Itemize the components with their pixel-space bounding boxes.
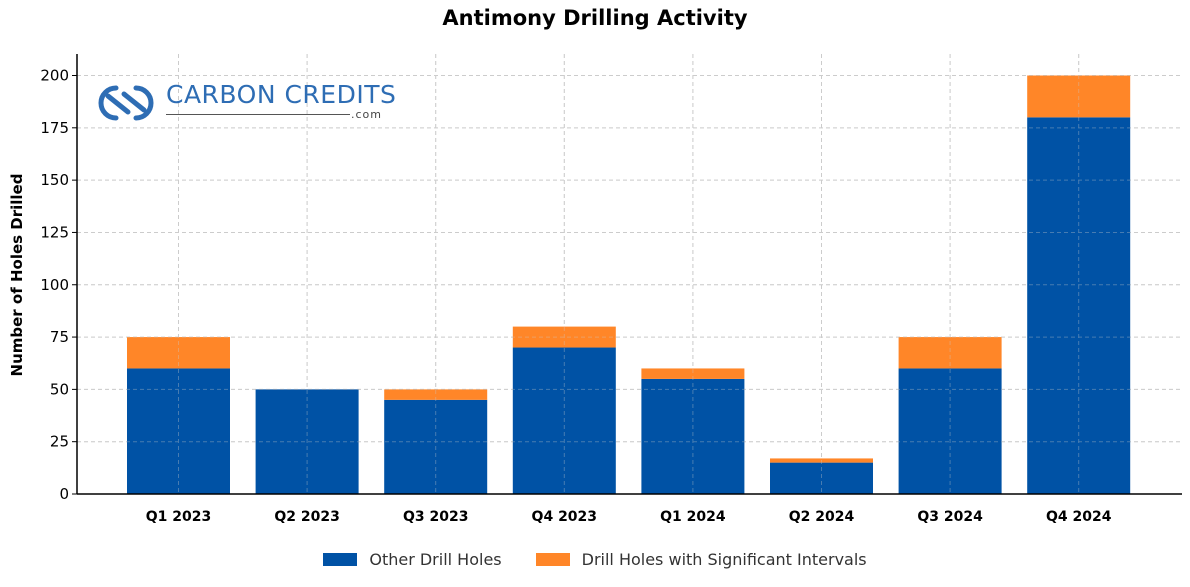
bar-other-drill-holes: [1027, 117, 1131, 494]
x-tick-label: Q3 2024: [917, 509, 983, 525]
x-tick-label: Q2 2023: [274, 509, 339, 525]
bar-significant-intervals: [770, 458, 873, 463]
logo-rule: [166, 114, 350, 115]
logo-suffix: .com: [351, 108, 382, 121]
y-tick-label: 125: [40, 223, 69, 241]
y-tick-label: 50: [50, 380, 69, 398]
bar-significant-intervals: [127, 337, 230, 369]
bar-significant-intervals: [641, 368, 745, 379]
bar-other-drill-holes: [512, 347, 616, 494]
legend-swatch-significant: [535, 553, 570, 566]
legend: Other Drill Holes Drill Holes with Signi…: [0, 550, 1190, 569]
bar-significant-intervals: [898, 337, 1002, 369]
x-tick-label: Q4 2024: [1046, 509, 1112, 525]
bar-other-drill-holes: [127, 368, 230, 494]
x-tick-label: Q3 2023: [403, 509, 468, 525]
grid-overlay: [77, 54, 1182, 494]
bar-other-drill-holes: [898, 368, 1002, 494]
x-tick-label: Q4 2023: [532, 509, 597, 525]
x-tick-label: Q2 2024: [789, 509, 855, 525]
y-tick-label: 75: [50, 328, 69, 346]
legend-item-significant: Drill Holes with Significant Intervals: [535, 550, 867, 569]
logo-mark-icon: [98, 85, 154, 121]
logo-wordmark: CARBON CREDITS: [166, 80, 397, 109]
bar-significant-intervals: [512, 326, 616, 348]
y-axis-label: Number of Holes Drilled: [8, 174, 26, 377]
bar-significant-intervals: [384, 389, 488, 400]
legend-swatch-other: [323, 553, 358, 566]
y-tick-label: 150: [40, 171, 69, 189]
y-tick-label: 100: [40, 276, 69, 294]
bar-significant-intervals: [1027, 75, 1131, 118]
carbon-credits-logo: CARBON CREDITS .com: [94, 80, 397, 126]
y-tick-label: 0: [59, 485, 69, 503]
x-tick-label: Q1 2024: [660, 509, 726, 525]
y-tick-labels: 0 25 50 75 100 125 150 175 200: [40, 67, 77, 503]
x-tick-label: Q1 2023: [146, 509, 211, 525]
y-tick-label: 200: [40, 67, 69, 85]
bar-other-drill-holes: [384, 399, 488, 494]
y-tick-label: 175: [40, 119, 69, 137]
x-tick-labels: Q1 2023 Q2 2023 Q3 2023 Q4 2023 Q1 2024 Q2 20…: [146, 509, 1112, 525]
y-tick-label: 25: [50, 433, 69, 451]
bars: [127, 75, 1131, 494]
bar-other-drill-holes: [255, 389, 359, 494]
chart-title: Antimony Drilling Activity: [442, 6, 748, 30]
legend-item-other: Other Drill Holes: [323, 550, 502, 569]
legend-label-significant: Drill Holes with Significant Intervals: [581, 550, 867, 569]
bar-other-drill-holes: [770, 462, 873, 494]
bar-other-drill-holes: [641, 378, 745, 494]
legend-label-other: Other Drill Holes: [369, 550, 502, 569]
